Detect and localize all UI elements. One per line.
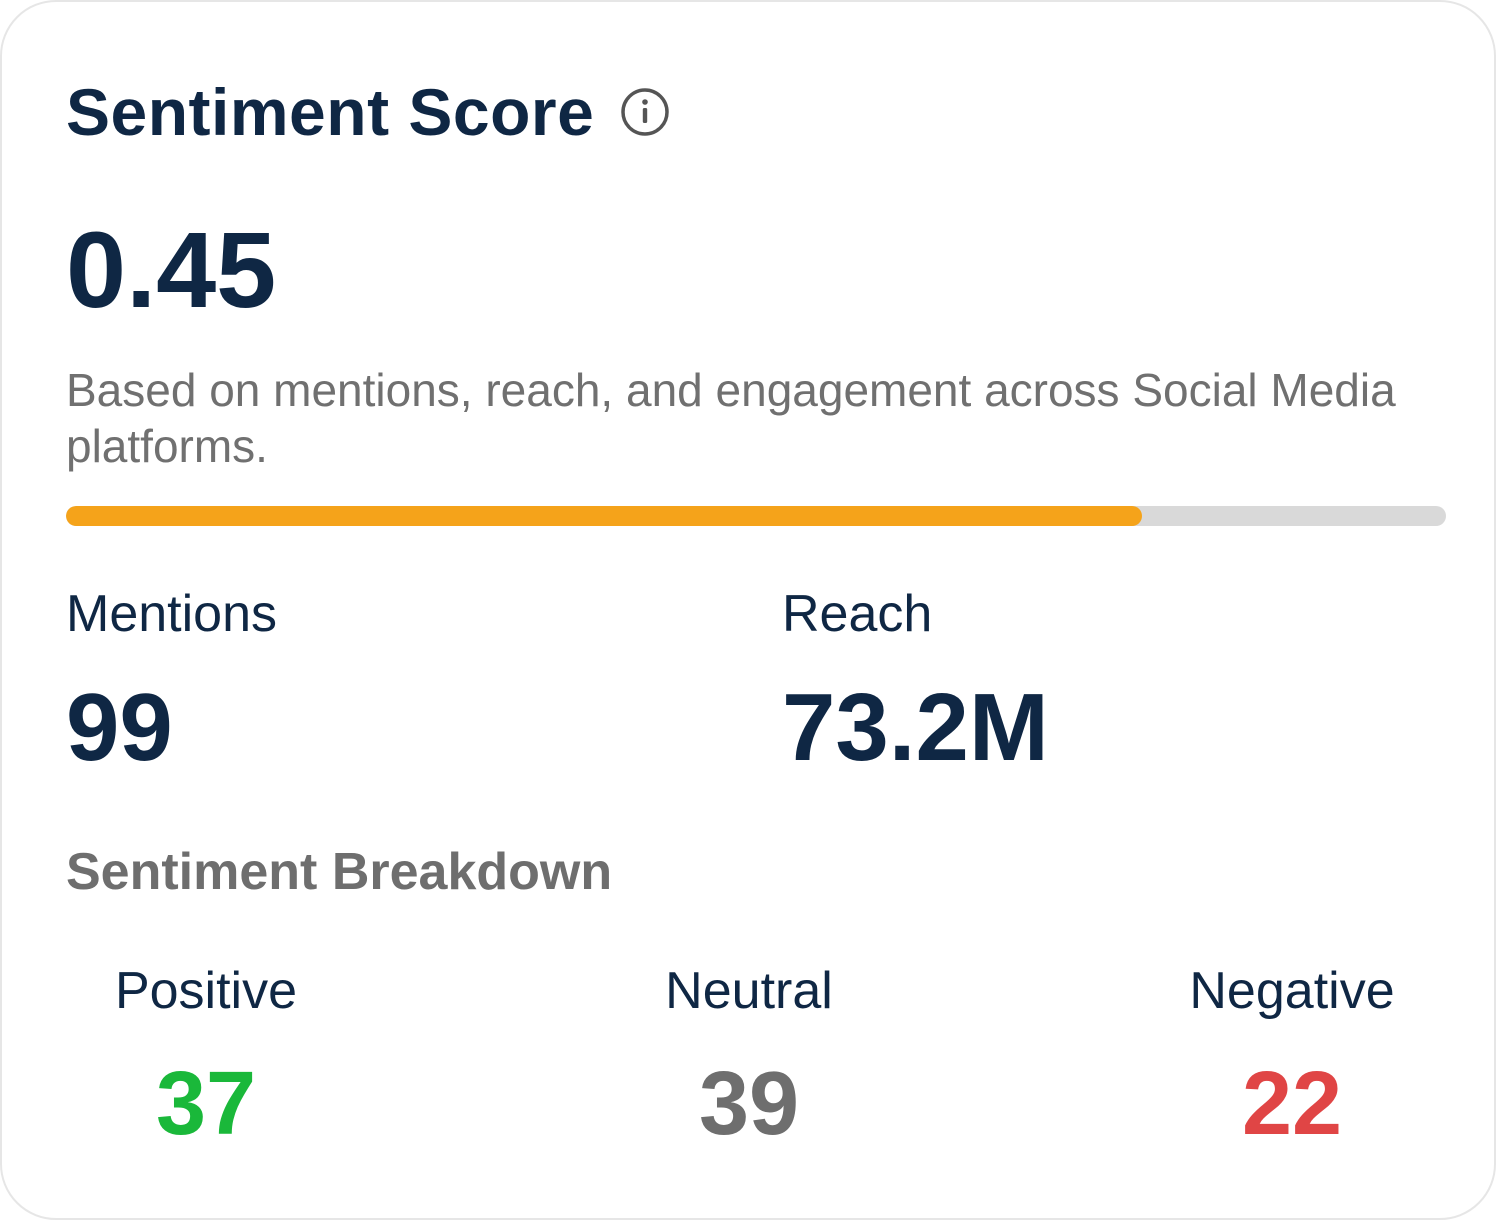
sentiment-score-value: 0.45 — [66, 209, 277, 330]
breakdown-neutral: Neutral 39 — [569, 958, 929, 1154]
score-description: Based on mentions, reach, and engagement… — [66, 364, 1396, 472]
positive-value: 37 — [155, 1054, 257, 1154]
mentions-stat: Mentions 99 — [66, 582, 277, 778]
neutral-label: Neutral — [665, 962, 833, 1020]
mentions-label: Mentions — [66, 585, 277, 643]
sentiment-progress-fill — [66, 506, 1143, 526]
negative-label: Negative — [1189, 962, 1395, 1020]
breakdown-negative: Negative 22 — [1112, 958, 1472, 1154]
sentiment-progress-bar — [66, 506, 1446, 526]
reach-value: 73.2M — [782, 674, 1049, 781]
reach-label: Reach — [782, 585, 933, 643]
breakdown-positive: Positive 37 — [26, 958, 386, 1154]
info-icon[interactable] — [620, 87, 670, 137]
mentions-value: 99 — [66, 674, 173, 781]
neutral-value: 39 — [698, 1054, 800, 1154]
reach-stat: Reach 73.2M — [782, 582, 1049, 778]
card-title: Sentiment Score — [66, 75, 595, 149]
title-row: Sentiment Score — [66, 72, 670, 152]
negative-value: 22 — [1241, 1054, 1343, 1154]
positive-label: Positive — [114, 962, 298, 1020]
breakdown-title: Sentiment Breakdown — [66, 843, 613, 901]
